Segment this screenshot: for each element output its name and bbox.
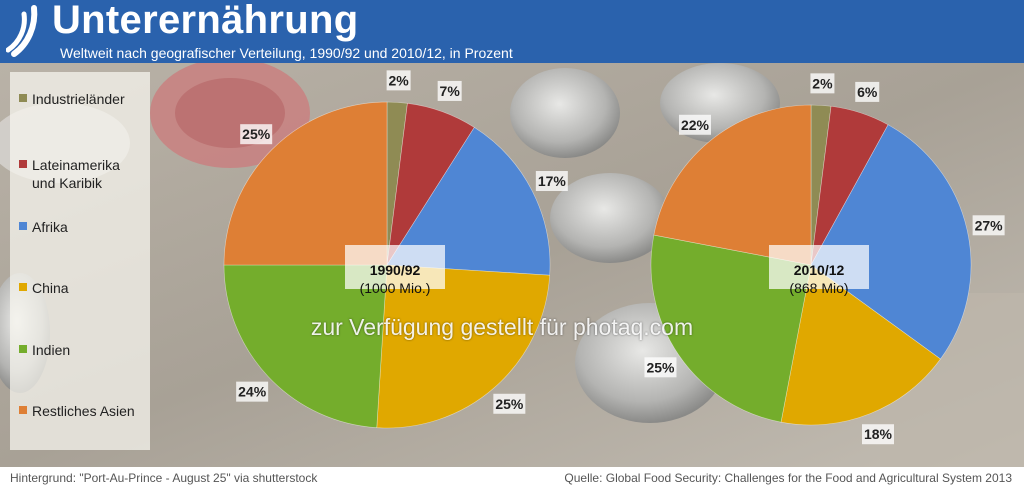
pie-chart-2: 2% 6% 27% 18% 25% 22% 2010/12 (868 Mio) bbox=[644, 73, 1005, 445]
legend-label: Lateinamerika und Karibik bbox=[32, 157, 120, 191]
data-label-bg bbox=[861, 424, 894, 445]
legend-swatch bbox=[19, 283, 27, 291]
data-label: 24% bbox=[238, 384, 267, 400]
pie-slice bbox=[376, 264, 550, 429]
data-label-bg bbox=[810, 73, 835, 94]
data-label-bg bbox=[437, 80, 462, 101]
pie-subtitle: (868 Mio) bbox=[789, 280, 848, 296]
data-label: 6% bbox=[857, 84, 878, 100]
footer-source: Quelle: Global Food Security: Challenges… bbox=[564, 471, 1012, 485]
pie-slice bbox=[810, 124, 972, 360]
data-label-bg bbox=[236, 381, 269, 402]
pie-slice bbox=[386, 126, 551, 276]
data-label-bg bbox=[240, 124, 273, 145]
data-label: 25% bbox=[495, 396, 524, 412]
legend-swatch bbox=[19, 406, 27, 414]
watermark-text: zur Verfügung gestellt für photaq.com bbox=[310, 314, 694, 340]
data-label-bg bbox=[644, 357, 677, 378]
legend-swatch bbox=[19, 160, 27, 168]
data-label: 7% bbox=[440, 83, 461, 99]
legend-label: Afrika bbox=[32, 219, 68, 235]
data-label-bg bbox=[972, 215, 1005, 236]
data-label-bg bbox=[855, 81, 880, 102]
pie-slice bbox=[653, 104, 812, 266]
data-label-bg bbox=[535, 171, 568, 192]
data-label-bg bbox=[678, 114, 711, 135]
legend-swatch bbox=[19, 94, 27, 102]
data-label: 18% bbox=[864, 426, 893, 442]
pie-chart-1: 2% 7% 17% 25% 24% 25% 1990/92 (1000 Mio.) bbox=[223, 70, 568, 429]
pie-center-box bbox=[345, 245, 445, 289]
pie-title: 2010/12 bbox=[794, 262, 845, 278]
data-label: 2% bbox=[388, 72, 409, 88]
data-label: 22% bbox=[681, 117, 710, 133]
pie-subtitle: (1000 Mio.) bbox=[360, 280, 431, 296]
legend-label: Industrieländer bbox=[32, 91, 125, 107]
legend-label: Restliches Asien bbox=[32, 403, 135, 419]
pie-title: 1990/92 bbox=[370, 262, 421, 278]
page-title: Unterernährung bbox=[52, 0, 359, 42]
pie-slice bbox=[780, 264, 941, 426]
data-label-bg bbox=[386, 70, 411, 91]
legend-swatch bbox=[19, 222, 27, 230]
pie-slice bbox=[223, 101, 388, 266]
data-label: 25% bbox=[646, 359, 675, 375]
oecd-logo-icon bbox=[6, 5, 38, 57]
legend: Industrieländer Lateinamerika und Karibik A… bbox=[10, 72, 150, 450]
page-subtitle: Weltweit nach geografischer Verteilung, … bbox=[60, 45, 513, 61]
data-label: 17% bbox=[538, 173, 567, 189]
data-label: 2% bbox=[812, 75, 833, 91]
data-label-bg bbox=[493, 393, 526, 414]
pie-center-box bbox=[769, 245, 869, 289]
legend-label: Indien bbox=[32, 342, 71, 358]
footer: Hintergrund: "Port-Au-Prince - August 25… bbox=[0, 467, 1024, 490]
footer-background-credit: Hintergrund: "Port-Au-Prince - August 25… bbox=[10, 471, 318, 485]
legend-swatch bbox=[19, 345, 27, 353]
header-bar: Unterernährung Weltweit nach geografisch… bbox=[0, 0, 1024, 63]
data-label: 25% bbox=[242, 126, 271, 142]
legend-label: China bbox=[32, 280, 69, 296]
pie-slice bbox=[223, 264, 388, 428]
data-label: 27% bbox=[975, 217, 1004, 233]
